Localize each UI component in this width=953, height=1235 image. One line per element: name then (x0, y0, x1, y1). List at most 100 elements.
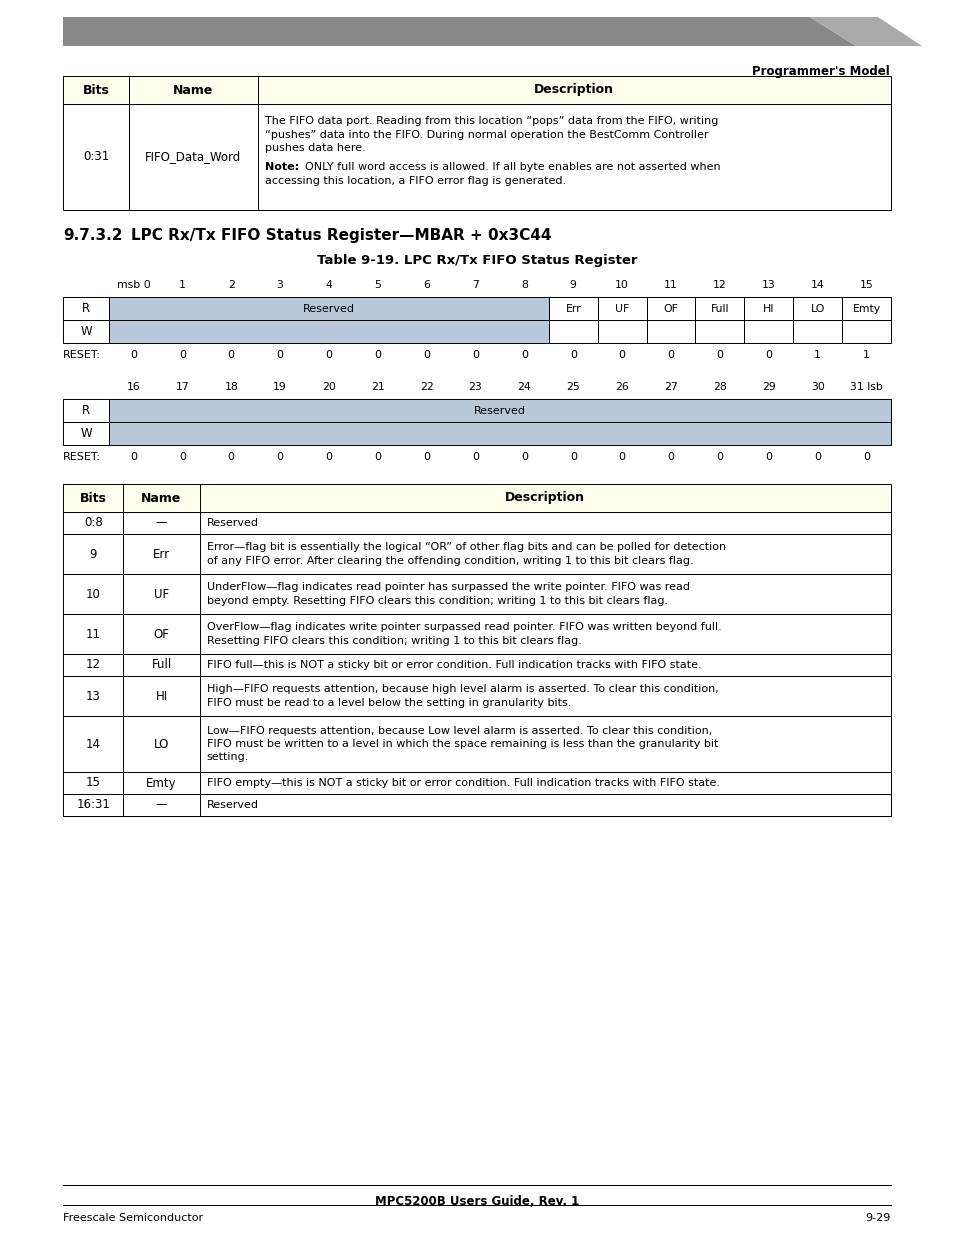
Text: 1: 1 (813, 350, 821, 359)
Bar (646, 296, 695, 320)
Text: ONLY full word access is allowed. If all byte enables are not asserted when: ONLY full word access is allowed. If all… (297, 163, 720, 173)
Text: LO: LO (810, 304, 824, 314)
Text: W: W (80, 427, 91, 440)
Bar (743, 320, 792, 343)
Bar (63, 484, 890, 513)
Text: 27: 27 (663, 382, 678, 391)
Text: OverFlow—flag indicates write pointer surpassed read pointer. FIFO was written b: OverFlow—flag indicates write pointer su… (207, 622, 720, 632)
Text: 16: 16 (127, 382, 140, 391)
Text: Bits: Bits (83, 84, 110, 96)
Text: 25: 25 (566, 382, 579, 391)
Text: 16:31: 16:31 (76, 799, 110, 811)
Text: FIFO must be read to a level below the setting in granularity bits.: FIFO must be read to a level below the s… (207, 698, 571, 708)
Text: 12: 12 (86, 658, 101, 672)
Text: 15: 15 (859, 280, 873, 290)
Bar (548, 296, 598, 320)
Text: 0: 0 (374, 350, 381, 359)
Text: 22: 22 (419, 382, 433, 391)
Text: 9.7.3.2: 9.7.3.2 (63, 228, 122, 243)
Text: The FIFO data port. Reading from this location “pops” data from the FIFO, writin: The FIFO data port. Reading from this lo… (264, 116, 718, 126)
Bar (695, 296, 743, 320)
Text: HI: HI (762, 304, 774, 314)
Bar (109, 399, 890, 422)
Text: 0: 0 (520, 452, 527, 462)
Text: 0:8: 0:8 (84, 516, 103, 530)
Text: 9-29: 9-29 (864, 1213, 890, 1223)
Text: HI: HI (155, 689, 168, 703)
Bar (63, 794, 890, 816)
Text: 0: 0 (178, 452, 186, 462)
Bar (598, 320, 646, 343)
Text: 7: 7 (472, 280, 478, 290)
Text: 0: 0 (716, 350, 722, 359)
Text: 18: 18 (224, 382, 238, 391)
Text: 0:31: 0:31 (83, 151, 110, 163)
Text: 6: 6 (423, 280, 430, 290)
Bar (792, 320, 841, 343)
Text: LO: LO (153, 737, 169, 751)
Text: 0: 0 (618, 452, 625, 462)
Bar (792, 296, 841, 320)
Text: OF: OF (663, 304, 678, 314)
Text: UF: UF (615, 304, 629, 314)
Text: 0: 0 (520, 350, 527, 359)
Text: Err: Err (565, 304, 580, 314)
Text: 0: 0 (325, 350, 332, 359)
Text: High—FIFO requests attention, because high level alarm is asserted. To clear thi: High—FIFO requests attention, because hi… (207, 684, 718, 694)
Text: 0: 0 (423, 350, 430, 359)
Text: 3: 3 (276, 280, 283, 290)
Text: 23: 23 (468, 382, 482, 391)
Text: 26: 26 (615, 382, 628, 391)
Text: 19: 19 (273, 382, 287, 391)
Text: 30: 30 (810, 382, 823, 391)
Text: FIFO full—this is NOT a sticky bit or error condition. Full indication tracks wi: FIFO full—this is NOT a sticky bit or er… (207, 659, 700, 671)
Bar (63, 320, 109, 343)
Text: Reserved: Reserved (303, 304, 355, 314)
Text: 0: 0 (667, 452, 674, 462)
Text: 14: 14 (810, 280, 823, 290)
Text: of any FIFO error. After clearing the offending condition, writing 1 to this bit: of any FIFO error. After clearing the of… (207, 556, 693, 566)
Bar (646, 320, 695, 343)
Bar (63, 534, 890, 574)
Text: FIFO empty—this is NOT a sticky bit or error condition. Full indication tracks w: FIFO empty—this is NOT a sticky bit or e… (207, 778, 719, 788)
Bar (63, 296, 109, 320)
Text: W: W (80, 325, 91, 338)
Text: 0: 0 (716, 452, 722, 462)
Text: 1: 1 (862, 350, 869, 359)
Bar (63, 104, 890, 210)
Text: 11: 11 (663, 280, 678, 290)
Text: 14: 14 (86, 737, 101, 751)
Bar (63, 772, 890, 794)
Text: Table 9-19. LPC Rx/Tx FIFO Status Register: Table 9-19. LPC Rx/Tx FIFO Status Regist… (316, 254, 637, 267)
Text: 12: 12 (712, 280, 726, 290)
Text: pushes data here.: pushes data here. (264, 143, 365, 153)
Bar (109, 296, 548, 320)
Text: UF: UF (153, 588, 169, 600)
Bar (841, 296, 890, 320)
Text: Name: Name (141, 492, 181, 505)
Text: FIFO_Data_Word: FIFO_Data_Word (145, 151, 241, 163)
Text: Bits: Bits (80, 492, 107, 505)
Text: R: R (82, 404, 90, 417)
Text: Programmer's Model: Programmer's Model (752, 65, 889, 78)
Text: LPC Rx/Tx FIFO Status Register—MBAR + 0x3C44: LPC Rx/Tx FIFO Status Register—MBAR + 0x… (131, 228, 551, 243)
Bar (63, 422, 109, 445)
Bar (63, 716, 890, 772)
Bar (63, 77, 890, 104)
Text: 0: 0 (764, 452, 772, 462)
Bar (841, 320, 890, 343)
Text: Error—flag bit is essentially the logical “OR” of other flag bits and can be pol: Error—flag bit is essentially the logica… (207, 542, 725, 552)
Text: msb 0: msb 0 (116, 280, 151, 290)
Text: 11: 11 (86, 627, 101, 641)
Text: Description: Description (534, 84, 614, 96)
Text: 0: 0 (374, 452, 381, 462)
Polygon shape (809, 17, 921, 46)
Text: Emty: Emty (146, 777, 176, 789)
Text: 0: 0 (130, 350, 137, 359)
Bar (63, 614, 890, 655)
Text: 5: 5 (374, 280, 381, 290)
Text: Resetting FIFO clears this condition; writing 1 to this bit clears flag.: Resetting FIFO clears this condition; wr… (207, 636, 581, 646)
Bar (548, 320, 598, 343)
Bar (63, 574, 890, 614)
Text: Low—FIFO requests attention, because Low level alarm is asserted. To clear this : Low—FIFO requests attention, because Low… (207, 726, 711, 736)
